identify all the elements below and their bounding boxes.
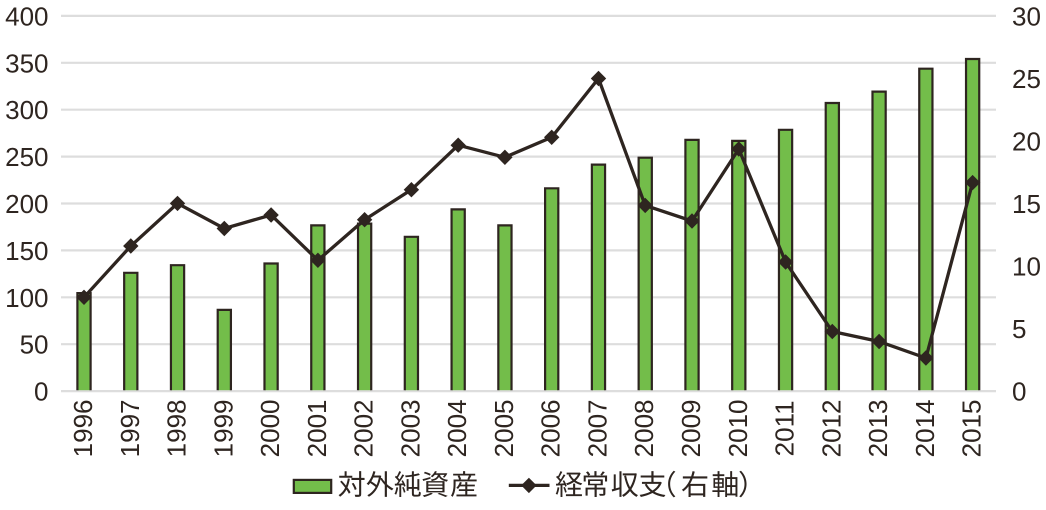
svg-text:2015: 2015 bbox=[957, 399, 987, 457]
svg-text:2012: 2012 bbox=[816, 399, 846, 457]
svg-text:20: 20 bbox=[1012, 127, 1041, 157]
svg-text:2001: 2001 bbox=[302, 399, 332, 457]
svg-text:2010: 2010 bbox=[723, 399, 753, 457]
svg-text:100: 100 bbox=[5, 283, 48, 313]
svg-text:350: 350 bbox=[5, 48, 48, 78]
svg-text:150: 150 bbox=[5, 236, 48, 266]
svg-text:1997: 1997 bbox=[115, 399, 145, 457]
svg-text:5: 5 bbox=[1012, 314, 1026, 344]
svg-text:10: 10 bbox=[1012, 252, 1041, 282]
svg-text:400: 400 bbox=[5, 1, 48, 31]
svg-text:2000: 2000 bbox=[255, 399, 285, 457]
svg-text:50: 50 bbox=[20, 330, 49, 360]
svg-text:2003: 2003 bbox=[395, 399, 425, 457]
svg-text:15: 15 bbox=[1012, 189, 1041, 219]
svg-text:30: 30 bbox=[1012, 1, 1041, 31]
svg-text:2004: 2004 bbox=[442, 399, 472, 457]
svg-text:2005: 2005 bbox=[489, 399, 519, 457]
svg-text:1996: 1996 bbox=[68, 399, 98, 457]
svg-text:0: 0 bbox=[1012, 377, 1026, 407]
svg-text:0: 0 bbox=[34, 377, 48, 407]
svg-text:2013: 2013 bbox=[863, 399, 893, 457]
svg-text:200: 200 bbox=[5, 189, 48, 219]
svg-text:2011: 2011 bbox=[770, 400, 800, 456]
svg-text:2008: 2008 bbox=[629, 399, 659, 457]
svg-text:2006: 2006 bbox=[536, 399, 566, 457]
svg-text:25: 25 bbox=[1012, 64, 1041, 94]
svg-text:1999: 1999 bbox=[208, 399, 238, 457]
svg-text:2002: 2002 bbox=[349, 399, 379, 457]
svg-text:2014: 2014 bbox=[910, 399, 940, 457]
svg-text:300: 300 bbox=[5, 95, 48, 125]
svg-text:250: 250 bbox=[5, 142, 48, 172]
svg-text:2009: 2009 bbox=[676, 399, 706, 457]
svg-text:1998: 1998 bbox=[162, 399, 192, 457]
svg-text:2007: 2007 bbox=[583, 399, 613, 457]
